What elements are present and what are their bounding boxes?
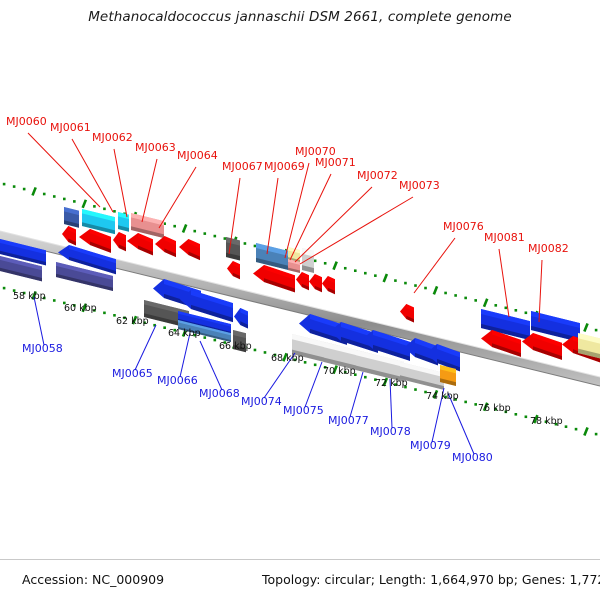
gene-label-mj0075[interactable]: MJ0075 xyxy=(283,404,324,417)
ruler-tick-74-kbp: 74 kbp xyxy=(426,391,459,402)
ruler-tick-76-kbp: 76 kbp xyxy=(478,403,511,414)
gene-MJ0066c[interactable] xyxy=(178,320,231,343)
gene-label-mj0065[interactable]: MJ0065 xyxy=(112,367,153,380)
gene-arrow-9[interactable] xyxy=(322,276,335,295)
gene-arrow-6[interactable] xyxy=(179,239,200,261)
gene-label-mj0069[interactable]: MJ0069 xyxy=(264,160,305,173)
ruler-tick-66-kbp: 66 kbp xyxy=(219,341,252,352)
gene-label-mj0077[interactable]: MJ0077 xyxy=(328,414,369,427)
gene-MJ0081[interactable] xyxy=(481,309,530,341)
gene-MJ0080[interactable] xyxy=(440,365,456,386)
gene-label-mj0080[interactable]: MJ0080 xyxy=(452,451,493,464)
gene-label-mj0068[interactable]: MJ0068 xyxy=(199,387,240,400)
gene-MJ0076[interactable] xyxy=(400,304,414,323)
gene-MJ0068b[interactable] xyxy=(233,330,246,353)
gene-label-mj0081[interactable]: MJ0081 xyxy=(484,231,525,244)
gene-label-mj0072[interactable]: MJ0072 xyxy=(357,169,398,182)
gene-label-mj0064[interactable]: MJ0064 xyxy=(177,149,218,162)
gene-MJ0066[interactable] xyxy=(180,290,233,323)
gene-arrow-4[interactable] xyxy=(127,233,153,256)
gene-arrow-5[interactable] xyxy=(155,236,176,258)
gene-MJ0070[interactable] xyxy=(253,265,295,293)
gene-label-mj0071[interactable]: MJ0071 xyxy=(315,156,356,169)
ruler-tick-64-kbp: 64 kbp xyxy=(168,328,201,339)
gene-MJ0062[interactable] xyxy=(82,209,115,235)
ruler-tick-60-kbp: 60 kbp xyxy=(64,303,97,314)
gene-MJ0065b[interactable] xyxy=(144,300,189,329)
gene-MJ0068a[interactable] xyxy=(227,261,240,280)
gene-label-mj0067[interactable]: MJ0067 xyxy=(222,160,263,173)
ruler-tick-labels: 58 kbp 60 kbp 62 kbp 64 kbp 66 kbp 68 kbp 70 k… xyxy=(13,291,563,427)
gene-MJ0082[interactable] xyxy=(531,311,580,343)
gene-label-mj0062[interactable]: MJ0062 xyxy=(92,131,133,144)
ruler-tick-62-kbp: 62 kbp xyxy=(116,316,149,327)
gene-MJ0077[interactable] xyxy=(362,330,410,361)
ruler-tick-72-kbp: 72 kbp xyxy=(375,378,408,389)
gene-arrow-7[interactable] xyxy=(296,272,309,291)
gene-MJ0061[interactable] xyxy=(64,207,79,228)
gene-label-mj0073[interactable]: MJ0073 xyxy=(399,179,440,192)
gene-MJ0059a[interactable] xyxy=(0,239,46,266)
gene-MJ0060[interactable] xyxy=(58,245,116,275)
gene-MJ0067[interactable] xyxy=(226,237,240,261)
gene-label-mj0070[interactable]: MJ0070 xyxy=(295,145,336,158)
gene-label-mj0060[interactable]: MJ0060 xyxy=(6,115,47,128)
gene-MJ0068[interactable] xyxy=(234,308,248,329)
gene-MJ0069[interactable] xyxy=(256,243,295,272)
gene-MJ0079[interactable] xyxy=(426,344,460,372)
gene-MJ0064[interactable] xyxy=(131,213,164,239)
gene-label-mj0063[interactable]: MJ0063 xyxy=(135,141,176,154)
gene-MJ0059b[interactable] xyxy=(0,256,42,282)
gene-arrow-2[interactable] xyxy=(79,229,111,253)
gene-arrow-1[interactable] xyxy=(62,226,76,246)
gene-features-forward[interactable] xyxy=(0,207,600,363)
leader-lines-top xyxy=(27,132,543,323)
genome-meta-text: Topology: circular; Length: 1,664,970 bp… xyxy=(262,572,600,587)
gene-MJ0072[interactable] xyxy=(288,259,300,273)
gene-MJ0079b[interactable] xyxy=(400,362,444,390)
page-title: Methanocaldococcus jannaschii DSM 2661, … xyxy=(88,9,512,25)
gene-label-mj0082[interactable]: MJ0082 xyxy=(528,242,569,255)
gene-yellow-right[interactable] xyxy=(578,333,600,359)
gene-arrow-8[interactable] xyxy=(309,274,322,293)
ruler-tick-58-kbp: 58 kbp xyxy=(13,291,46,302)
gene-label-mj0074[interactable]: MJ0074 xyxy=(241,395,282,408)
gene-MJ0077b[interactable] xyxy=(356,350,404,382)
gene-arrow-3[interactable] xyxy=(113,232,126,252)
gene-MJ0063[interactable] xyxy=(118,212,129,232)
gene-label-mj0061[interactable]: MJ0061 xyxy=(50,121,91,134)
gene-label-mj0078[interactable]: MJ0078 xyxy=(370,425,411,438)
status-bar: Accession: NC_000909 Topology: circular;… xyxy=(0,559,600,600)
gene-MJ0082r[interactable] xyxy=(522,333,562,360)
gene-MJ0078[interactable] xyxy=(404,338,438,366)
gene-label-mj0066[interactable]: MJ0066 xyxy=(157,374,198,387)
ruler-tick-78-kbp: 78 kbp xyxy=(530,416,563,427)
gene-label-mj0076[interactable]: MJ0076 xyxy=(443,220,484,233)
ruler-tick-70-kbp: 70 kbp xyxy=(323,366,356,377)
ruler-tick-68-kbp: 68 kbp xyxy=(271,353,304,364)
accession-text: Accession: NC_000909 xyxy=(22,572,165,587)
gene-features-reverse[interactable] xyxy=(144,279,460,390)
gene-MJ0081r[interactable] xyxy=(481,330,521,357)
gene-label-mj0079[interactable]: MJ0079 xyxy=(410,439,451,452)
gene-MJ0073[interactable] xyxy=(302,248,314,273)
gene-MJ0060b[interactable] xyxy=(56,262,113,292)
leader-lines-bottom xyxy=(33,296,475,455)
gene-label-mj0058[interactable]: MJ0058 xyxy=(22,342,63,355)
